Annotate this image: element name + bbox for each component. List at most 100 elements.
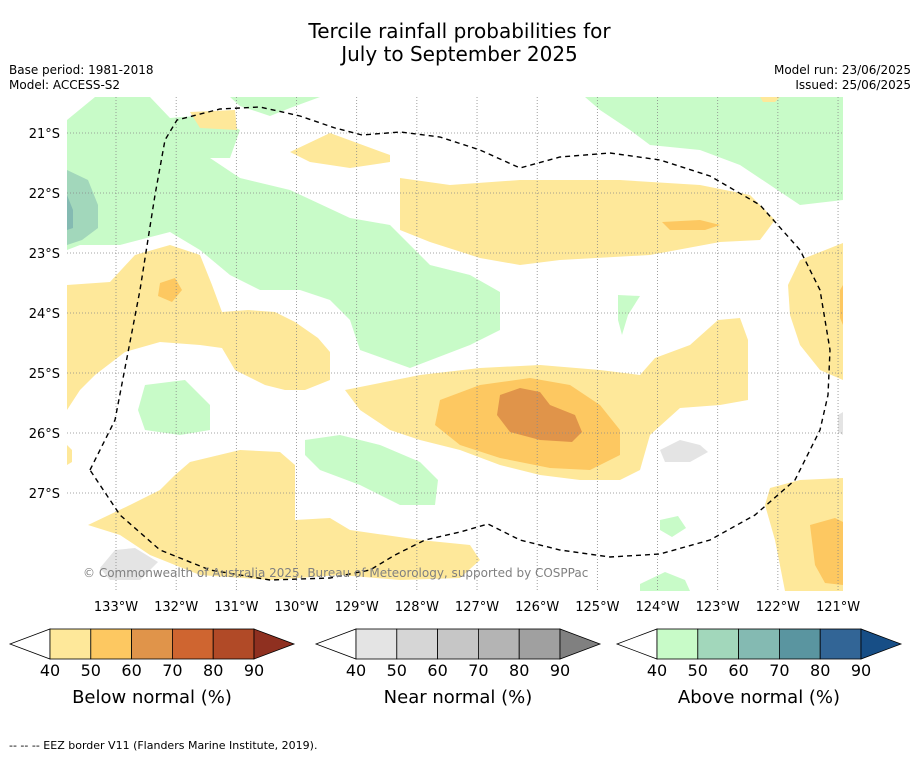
lat-label: 26°S	[29, 427, 60, 442]
below-normal-region	[67, 245, 330, 410]
colorbar-tick: 90	[244, 661, 264, 680]
colorbar-low-arrow	[615, 628, 658, 660]
model-name: Model: ACCESS-S2	[9, 78, 121, 92]
lat-label: 23°S	[29, 247, 60, 262]
colorbar-segment	[131, 628, 173, 660]
colorbar-low-arrow	[8, 628, 51, 660]
below-normal-region	[788, 243, 843, 380]
colorbar-tick: 90	[851, 661, 871, 680]
near-normal-region	[100, 548, 158, 580]
eez-border	[89, 106, 831, 581]
lon-label: 126°W	[515, 600, 559, 615]
colorbar-label: Above normal (%)	[678, 687, 840, 708]
colorbar-segment	[171, 628, 214, 660]
below-normal-region	[760, 97, 780, 102]
colorbar-low-arrow	[314, 628, 357, 660]
meta-right: Model run: 23/06/2025 Issued: 25/06/2025	[774, 63, 911, 93]
lat-label: 25°S	[29, 367, 60, 382]
colorbar-high-arrow	[253, 628, 296, 660]
above-normal-region	[640, 572, 690, 591]
latitude-labels: 21°S 22°S 23°S 24°S 25°S 26°S 27°S	[29, 127, 60, 502]
below-normal-50-region	[662, 220, 720, 230]
map-title-line2: July to September 2025	[341, 42, 578, 66]
above-normal-region	[660, 516, 686, 537]
colorbar-high-arrow	[860, 628, 903, 660]
longitude-labels: 133°W 132°W 131°W 130°W 129°W 128°W 127°W 126°W…	[94, 600, 860, 615]
lon-label: 127°W	[455, 600, 499, 615]
colorbar-label: Below normal (%)	[72, 687, 232, 708]
below-normal-region	[67, 445, 72, 465]
below-normal-50-region	[810, 518, 843, 585]
colorbar-segment	[90, 628, 133, 660]
colorbar-tick: 70	[769, 661, 789, 680]
colorbar-segment	[437, 628, 479, 660]
colorbar-segment	[738, 628, 780, 660]
above-normal-region	[585, 97, 843, 205]
colorbar-segment	[396, 628, 438, 660]
colorbar-tick: 80	[203, 661, 223, 680]
above-normal-region	[138, 380, 210, 435]
eez-footnote: -- -- -- EEZ border V11 (Flanders Marine…	[9, 739, 318, 752]
colorbar-tick: 60	[121, 661, 141, 680]
near-normal-region	[660, 440, 708, 462]
lon-label: 132°W	[154, 600, 198, 615]
colorbar-tick: 50	[688, 661, 708, 680]
map-title-line1: Tercile rainfall probabilities for	[308, 19, 611, 43]
below-normal-60-region	[497, 388, 582, 442]
above-normal-region	[305, 435, 438, 505]
colorbar-segment	[212, 628, 255, 660]
colorbar-tick: 50	[387, 661, 407, 680]
colorbar: 40 50 60 70 80 90 Near normal (%)	[314, 628, 602, 708]
lat-label: 24°S	[29, 307, 60, 322]
lat-label: 21°S	[29, 127, 60, 142]
colorbar-tick: 80	[509, 661, 529, 680]
colorbar-high-arrow	[559, 628, 602, 660]
colorbar-tick: 70	[468, 661, 488, 680]
issued-date: Issued: 25/06/2025	[795, 78, 911, 92]
above-normal-50-region	[67, 170, 98, 245]
above-normal-region	[618, 295, 640, 335]
below-normal-region	[290, 133, 390, 168]
copyright-text: © Commonwealth of Australia 2025, Bureau…	[83, 566, 588, 580]
colorbar-tick: 70	[162, 661, 182, 680]
colorbar-tick: 40	[647, 661, 667, 680]
colorbar-segment	[477, 628, 520, 660]
colorbar-tick: 50	[81, 661, 101, 680]
colorbar-label: Near normal (%)	[384, 687, 533, 708]
lat-label: 22°S	[29, 187, 60, 202]
colorbar-tick: 40	[346, 661, 366, 680]
colorbar-tick: 90	[550, 661, 570, 680]
lon-label: 131°W	[214, 600, 258, 615]
above-normal-60-region	[67, 195, 73, 230]
lon-label: 124°W	[635, 600, 679, 615]
colorbar-segment	[779, 628, 821, 660]
colorbar-segment	[656, 628, 699, 660]
colorbar-segment	[697, 628, 739, 660]
base-period: Base period: 1981-2018	[9, 63, 154, 77]
colorbar-segment	[49, 628, 92, 660]
probability-contours	[67, 97, 843, 591]
lat-label: 27°S	[29, 487, 60, 502]
colorbar-tick: 40	[40, 661, 60, 680]
lon-label: 123°W	[696, 600, 740, 615]
colorbar-segment	[355, 628, 398, 660]
lon-label: 122°W	[756, 600, 800, 615]
colorbar-segment	[518, 628, 561, 660]
below-normal-region	[88, 450, 480, 580]
lon-label: 133°W	[94, 600, 138, 615]
below-normal-region	[400, 178, 775, 265]
colorbar-segment	[819, 628, 862, 660]
below-normal-region	[190, 110, 237, 130]
lon-label: 125°W	[575, 600, 619, 615]
above-normal-region	[230, 97, 320, 116]
near-normal-region	[838, 412, 843, 435]
colorbar-tick: 80	[810, 661, 830, 680]
lon-label: 121°W	[816, 600, 860, 615]
lon-label: 129°W	[335, 600, 379, 615]
lon-label: 128°W	[395, 600, 439, 615]
colorbar: 40 50 60 70 80 90 Below normal (%)	[8, 628, 296, 708]
lon-label: 130°W	[274, 600, 318, 615]
colorbar-tick: 60	[728, 661, 748, 680]
above-normal-region	[67, 97, 500, 368]
